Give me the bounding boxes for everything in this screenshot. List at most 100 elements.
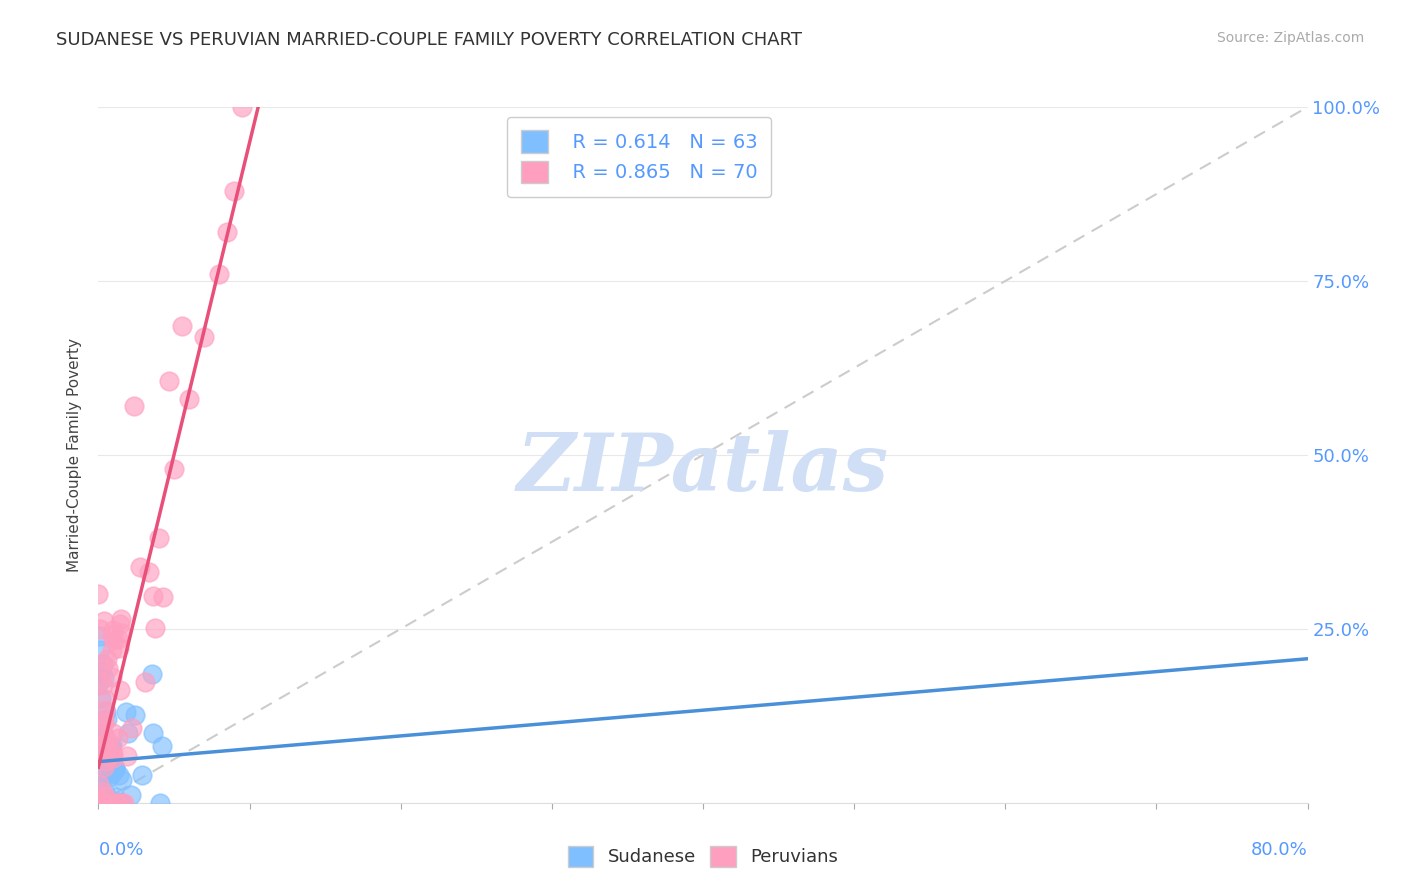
Legend: Sudanese, Peruvians: Sudanese, Peruvians bbox=[561, 838, 845, 874]
Point bbox=[103, 726, 125, 740]
Point bbox=[94, 791, 117, 805]
Point bbox=[94, 754, 117, 768]
Point bbox=[90, 664, 112, 678]
Text: ZIPatlas: ZIPatlas bbox=[517, 430, 889, 508]
Point bbox=[208, 267, 231, 281]
Point bbox=[100, 766, 122, 780]
Point bbox=[90, 657, 112, 671]
Point bbox=[90, 796, 112, 810]
Point bbox=[157, 375, 180, 389]
Point bbox=[105, 796, 128, 810]
Point bbox=[97, 796, 120, 810]
Point bbox=[111, 773, 134, 788]
Point bbox=[108, 768, 131, 782]
Point bbox=[215, 225, 238, 239]
Point bbox=[163, 462, 186, 476]
Point bbox=[111, 796, 134, 810]
Point bbox=[100, 670, 122, 684]
Point bbox=[94, 703, 117, 717]
Point bbox=[90, 796, 112, 810]
Point bbox=[101, 796, 124, 810]
Point bbox=[87, 677, 110, 691]
Point bbox=[101, 643, 124, 657]
Point bbox=[97, 661, 120, 675]
Point bbox=[100, 740, 122, 755]
Point bbox=[93, 796, 115, 810]
Point bbox=[193, 329, 215, 343]
Point bbox=[231, 100, 253, 114]
Point bbox=[93, 796, 115, 810]
Point bbox=[90, 796, 112, 810]
Point bbox=[110, 626, 132, 640]
Point bbox=[98, 748, 121, 763]
Point bbox=[110, 796, 132, 810]
Point bbox=[93, 734, 115, 748]
Point bbox=[89, 629, 111, 643]
Point bbox=[143, 621, 166, 635]
Point bbox=[124, 708, 146, 723]
Point bbox=[108, 682, 131, 697]
Point bbox=[100, 747, 122, 761]
Point bbox=[131, 768, 153, 782]
Point bbox=[89, 622, 111, 636]
Legend:   R = 0.614   N = 63,   R = 0.865   N = 70: R = 0.614 N = 63, R = 0.865 N = 70 bbox=[508, 117, 770, 196]
Point bbox=[96, 733, 118, 747]
Point bbox=[90, 796, 112, 810]
Point bbox=[87, 790, 110, 805]
Y-axis label: Married-Couple Family Poverty: Married-Couple Family Poverty bbox=[67, 338, 83, 572]
Point bbox=[94, 706, 117, 720]
Point bbox=[91, 751, 114, 765]
Point bbox=[104, 796, 127, 810]
Point bbox=[93, 759, 115, 773]
Point bbox=[104, 761, 127, 775]
Point bbox=[104, 796, 127, 810]
Point bbox=[142, 725, 165, 739]
Point bbox=[91, 764, 114, 779]
Point bbox=[101, 793, 124, 807]
Point bbox=[94, 745, 117, 759]
Point bbox=[91, 657, 114, 671]
Point bbox=[142, 589, 165, 603]
Point bbox=[89, 777, 111, 791]
Point bbox=[94, 692, 117, 706]
Point bbox=[93, 796, 115, 810]
Point bbox=[89, 795, 111, 809]
Point bbox=[150, 739, 173, 754]
Point bbox=[90, 723, 112, 737]
Text: 80.0%: 80.0% bbox=[1251, 841, 1308, 859]
Point bbox=[148, 796, 170, 810]
Point bbox=[90, 796, 112, 810]
Point bbox=[107, 641, 129, 656]
Point bbox=[94, 796, 117, 810]
Point bbox=[90, 726, 112, 740]
Point bbox=[94, 784, 117, 798]
Point bbox=[91, 677, 114, 691]
Point bbox=[98, 747, 121, 761]
Point bbox=[224, 184, 246, 198]
Point bbox=[89, 642, 111, 657]
Point bbox=[93, 747, 115, 761]
Point bbox=[93, 785, 115, 799]
Point bbox=[96, 796, 118, 810]
Point bbox=[148, 532, 170, 546]
Point bbox=[103, 632, 125, 647]
Point bbox=[122, 399, 145, 413]
Point bbox=[91, 796, 114, 810]
Point bbox=[91, 796, 114, 810]
Point bbox=[89, 796, 111, 810]
Point bbox=[90, 691, 112, 706]
Point bbox=[93, 671, 115, 685]
Text: SUDANESE VS PERUVIAN MARRIED-COUPLE FAMILY POVERTY CORRELATION CHART: SUDANESE VS PERUVIAN MARRIED-COUPLE FAMI… bbox=[56, 31, 803, 49]
Point bbox=[100, 738, 122, 752]
Point bbox=[120, 788, 142, 802]
Point bbox=[89, 796, 111, 810]
Point bbox=[134, 674, 156, 689]
Point bbox=[101, 629, 124, 643]
Point bbox=[104, 762, 127, 776]
Point bbox=[138, 566, 160, 580]
Point bbox=[89, 674, 111, 689]
Text: Source: ZipAtlas.com: Source: ZipAtlas.com bbox=[1216, 31, 1364, 45]
Point bbox=[117, 726, 139, 740]
Point bbox=[110, 616, 132, 631]
Point bbox=[94, 748, 117, 763]
